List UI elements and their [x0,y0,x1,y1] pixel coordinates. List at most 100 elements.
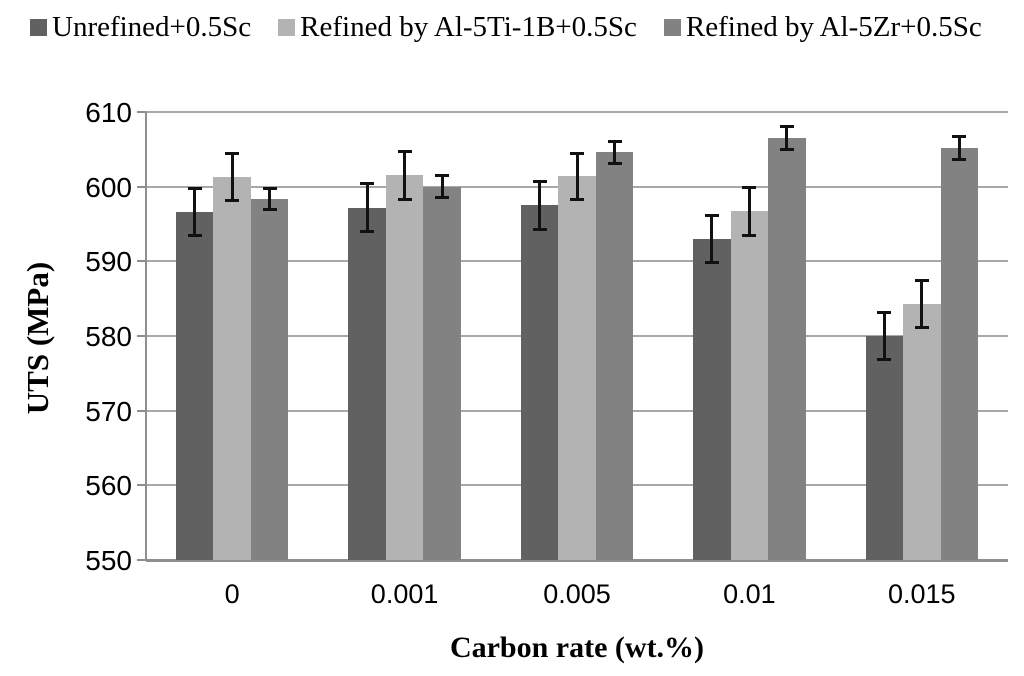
x-axis-title: Carbon rate (wt.%) [449,631,705,664]
error-bar-cap-bottom [570,197,584,201]
error-bar-stem [193,186,197,238]
error-bar-cap-bottom [952,157,967,161]
error-bar [225,152,240,202]
error-bar [607,139,622,165]
error-bar-stem [920,278,924,330]
error-bar-stem [957,135,961,161]
y-tick-label: 590 [85,246,132,278]
bar [865,336,904,560]
bar [903,303,941,560]
error-bar-cap-top [742,185,757,189]
y-tick-label: 610 [85,97,132,128]
error-bar-cap-top [704,213,719,217]
legend-label: Unrefined+0.5Sc [52,10,252,43]
bar [213,176,251,560]
legend-swatch-icon [30,18,47,36]
error-bar-cap-bottom [532,227,547,231]
error-bar-cap-bottom [779,147,794,151]
error-bar-cap-bottom [877,358,892,362]
error-bar-stem [538,179,541,231]
legend-label: Refined by Al-5Zr+0.5Sc [685,10,982,43]
legend: Unrefined+0.5Sc Refined by Al-5Ti-1B+0.5S… [30,8,1009,46]
error-bar-cap-top [532,179,547,183]
error-bar-stem [365,182,369,233]
error-bar-cap-top [225,152,240,156]
y-axis-tick [137,484,146,487]
legend-item: Unrefined+0.5Sc [30,10,252,43]
error-bar-cap-bottom [704,261,719,265]
error-bar-cap-bottom [914,326,929,330]
x-tick-label: 0 [224,579,240,609]
error-bar [570,151,584,201]
bar [348,207,386,560]
error-bar [435,173,450,200]
error-bar-cap-bottom [742,233,757,237]
error-bar-stem [785,125,789,151]
bar [250,198,289,560]
y-tick-label: 560 [85,470,132,502]
error-bar-stem [403,150,407,201]
legend-swatch-icon [663,18,681,36]
x-tick-label: 0.01 [723,579,776,609]
bar [520,205,559,560]
error-bar-stem [575,151,579,201]
y-axis-line [145,112,147,560]
error-bar-stem [882,310,886,362]
error-bar-cap-top [952,135,967,139]
error-bar-cap-top [262,186,277,190]
bar [595,152,634,560]
error-bar-cap-bottom [397,197,412,201]
gridline [146,111,1008,113]
y-axis-tick [137,409,146,412]
error-bar-cap-top [914,278,929,282]
bar [558,176,596,560]
error-bar-cap-bottom [435,196,450,200]
bar [940,147,979,560]
bar [730,211,769,560]
error-bar [704,213,719,265]
bar [175,212,214,560]
y-axis-tick [137,559,146,561]
y-tick-label: 550 [85,545,132,576]
legend-item: Refined by Al-5Zr+0.5Sc [663,10,982,43]
y-tick-label: 600 [85,171,132,203]
error-bar-stem [440,173,444,200]
error-bar-cap-top [435,173,450,177]
error-bar-cap-top [779,125,794,129]
x-tick-label: 0.015 [888,579,956,609]
error-bar [397,150,412,201]
error-bar [187,186,202,238]
error-bar [360,182,375,233]
error-bar-cap-top [877,310,892,314]
error-bar [262,186,277,211]
error-bar-cap-top [397,150,412,154]
error-bar-cap-bottom [607,162,622,165]
y-axis-tick [137,185,146,188]
error-bar-cap-top [607,139,622,143]
bar [768,138,806,560]
error-bar-cap-bottom [262,207,277,211]
error-bar [914,278,929,330]
error-bar-stem [747,185,751,237]
x-tick-label: 0.001 [370,579,439,609]
x-axis-line [146,559,1008,562]
error-bar [877,310,892,362]
error-bar [742,185,757,237]
legend-swatch-icon [278,18,296,36]
bar [423,186,461,560]
x-tick-label: 0.005 [543,579,611,609]
y-tick-label: 580 [85,321,132,352]
error-bar-stem [613,139,616,165]
error-bar [532,179,547,231]
y-axis-tick [137,260,146,263]
error-bar-stem [268,186,272,211]
error-bar-cap-bottom [187,234,202,238]
error-bar-stem [230,152,234,202]
error-bar-cap-bottom [360,229,375,233]
error-bar-cap-top [360,182,375,186]
y-axis-tick [137,111,146,113]
error-bar [952,135,967,161]
error-bar-stem [710,213,714,265]
y-axis-tick [137,335,146,337]
